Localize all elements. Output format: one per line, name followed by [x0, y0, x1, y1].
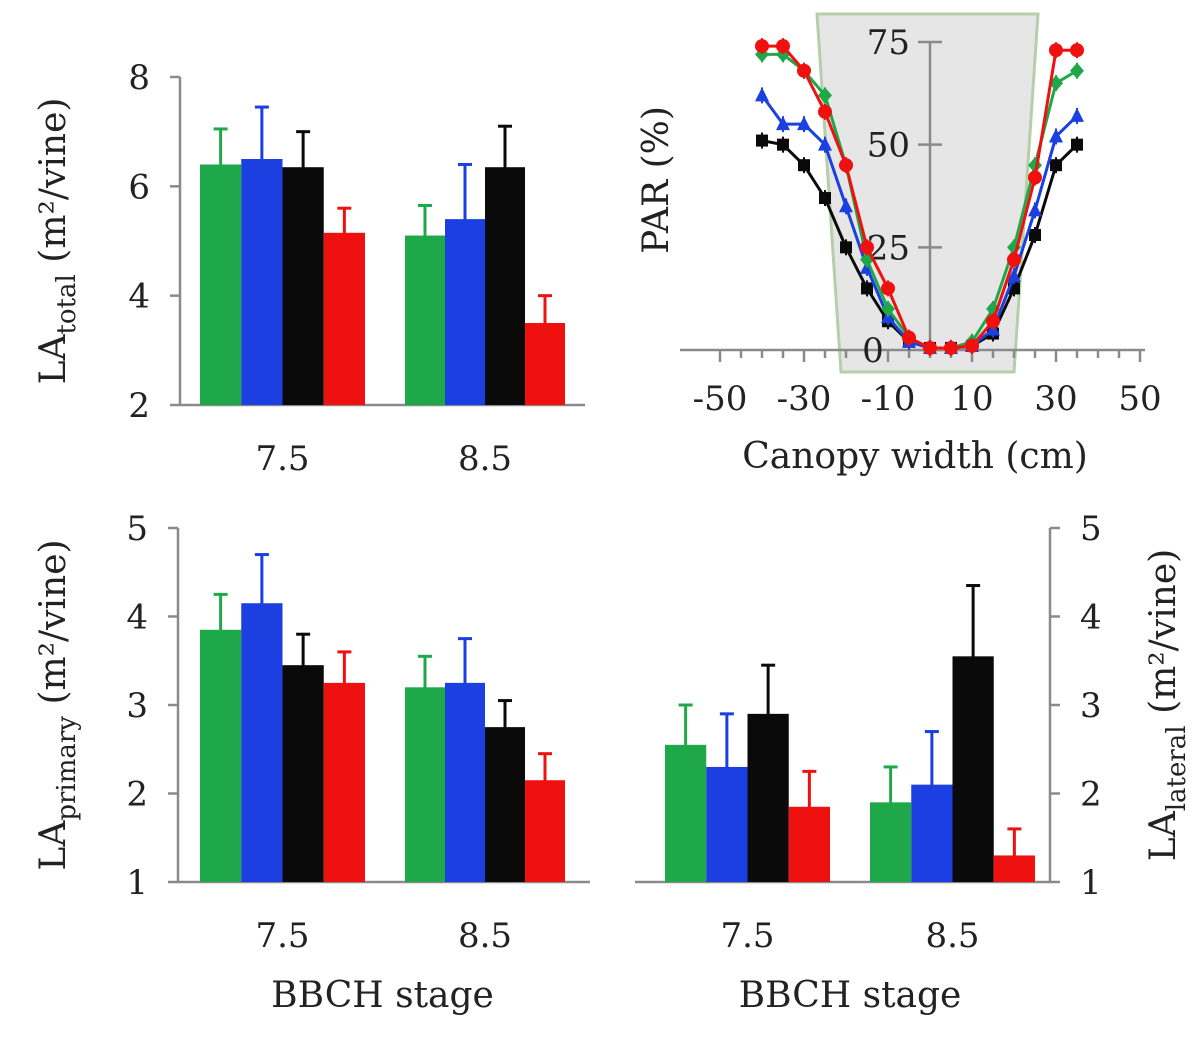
data-point-black: [1050, 159, 1062, 172]
data-point-black: [1071, 138, 1083, 151]
y-axis-title: PAR (%): [636, 106, 677, 254]
y-tick-label: 2: [126, 775, 148, 815]
y-tick-label: 4: [128, 277, 150, 317]
data-point-blue: [1028, 202, 1042, 217]
data-point-green: [1070, 62, 1084, 79]
y-tick-label: 75: [867, 23, 910, 63]
bar-green-8.5: [405, 687, 445, 882]
y-tick-label: 4: [1080, 598, 1102, 638]
data-point-black: [1029, 229, 1041, 242]
data-point-red: [860, 240, 874, 255]
x-category-label: 8.5: [458, 439, 512, 479]
data-point-black: [798, 159, 810, 172]
data-point-black: [756, 134, 768, 147]
bar-black-7.5: [282, 167, 324, 405]
y-tick-label: 6: [128, 167, 150, 207]
y-tick-label: 1: [126, 863, 148, 903]
x-category-label: 8.5: [925, 916, 979, 956]
x-tick-label: -10: [861, 379, 916, 419]
data-point-black: [819, 192, 831, 205]
data-point-red: [986, 314, 1000, 329]
data-point-red: [1070, 43, 1084, 58]
x-axis-title: Canopy width (cm): [742, 436, 1088, 477]
x-axis-title: BBCH stage: [271, 975, 494, 1016]
x-category-label: 8.5: [458, 916, 512, 956]
y-tick-label: 50: [867, 126, 910, 166]
data-point-blue: [797, 116, 811, 131]
y-tick-label: 2: [128, 386, 150, 426]
data-point-red: [1028, 170, 1042, 185]
data-point-blue: [776, 116, 790, 131]
x-tick-label: -50: [693, 379, 748, 419]
y-tick-label: 3: [126, 686, 148, 726]
x-category-label: 7.5: [720, 916, 774, 956]
y-tick-label: 8: [128, 58, 150, 98]
bar-green-7.5: [200, 629, 242, 882]
data-point-black: [861, 282, 873, 295]
y-axis-title: LAtotal (m²/vine): [33, 98, 82, 385]
data-point-red: [923, 340, 937, 355]
y-tick-label: 4: [126, 598, 148, 638]
data-point-blue: [755, 87, 769, 102]
data-point-red: [1049, 43, 1063, 58]
series-line-red: [762, 44, 1077, 350]
data-point-blue: [818, 136, 832, 151]
data-point-black: [840, 241, 852, 254]
x-tick-label: 50: [1118, 379, 1161, 419]
x-tick-label: -30: [777, 379, 832, 419]
y-tick-label: 1: [1080, 863, 1102, 903]
y-tick-label: 3: [1080, 686, 1102, 726]
x-category-label: 7.5: [255, 439, 309, 479]
data-point-red: [755, 39, 769, 54]
bar-black-7.5: [282, 665, 324, 882]
y-axis-title: LAlateral (m²/vine): [1143, 549, 1192, 861]
x-category-label: 7.5: [255, 916, 309, 956]
data-point-red: [1007, 252, 1021, 267]
data-point-blue: [1007, 268, 1021, 283]
data-point-red: [818, 104, 832, 119]
data-point-red: [839, 158, 853, 173]
data-point-red: [776, 39, 790, 54]
bar-red-7.5: [323, 682, 365, 882]
data-point-red: [881, 281, 895, 296]
panel-la-total: 2 4 6 8 7.5 8.5 LAtotal (m²/vine): [33, 58, 585, 479]
canopy-shading: [815, 12, 1040, 374]
data-point-blue: [1070, 107, 1084, 122]
x-tick-label: 10: [950, 379, 993, 419]
panel-la-primary: 1 2 3 4 5 7.5 8.5 BBCH stage LAprimary (m²/vine): [33, 509, 590, 1016]
data-point-red: [797, 63, 811, 78]
bar-red-7.5: [323, 232, 365, 405]
y-tick-label: 5: [1080, 509, 1102, 549]
data-point-red: [944, 340, 958, 355]
x-axis-title: BBCH stage: [739, 975, 962, 1016]
data-point-black: [777, 138, 789, 151]
data-point-blue: [839, 198, 853, 213]
y-tick-label: 5: [126, 509, 148, 549]
x-tick-label: 30: [1034, 379, 1077, 419]
data-point-blue: [1049, 128, 1063, 143]
y-tick-label: 2: [1080, 775, 1102, 815]
y-axis-title: LAprimary (m²/vine): [33, 539, 82, 870]
data-point-red: [902, 330, 916, 345]
series-line-blue: [760, 94, 1079, 350]
y-tick-label: 0: [862, 331, 884, 371]
bar-green-7.5: [200, 164, 242, 405]
data-point-red: [965, 338, 979, 353]
data-point-green: [881, 300, 895, 317]
data-point-green: [818, 87, 832, 104]
panel-la-lateral: 1 2 3 4 5 7.5 8.5 BBCH stage LAlateral (m²/vine): [635, 509, 1192, 1016]
